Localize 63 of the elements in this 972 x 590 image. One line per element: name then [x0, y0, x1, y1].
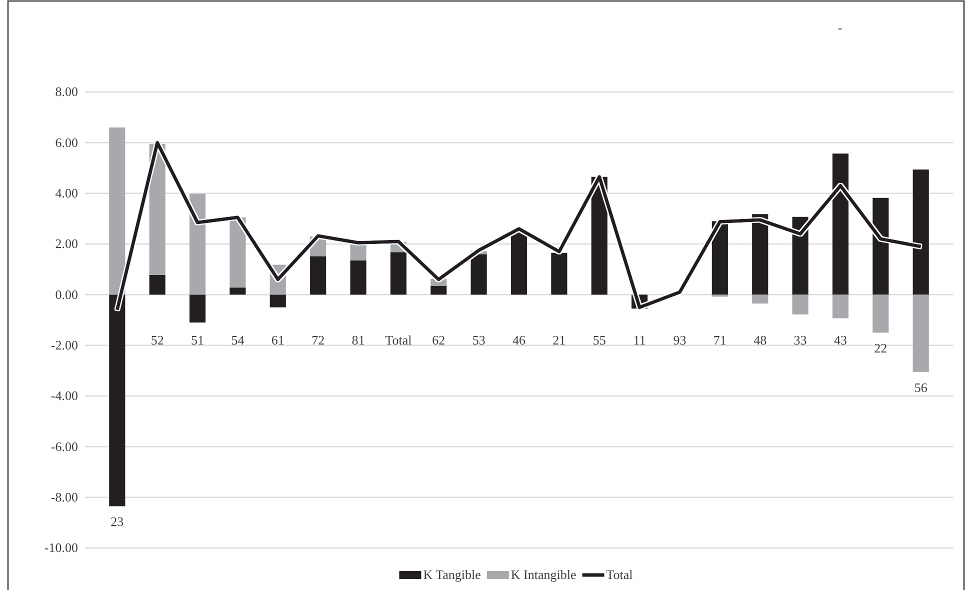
x-tick-label: 81 — [352, 332, 365, 348]
legend-label: Total — [606, 567, 634, 582]
x-tick-label: 61 — [271, 332, 284, 348]
bar — [230, 288, 246, 295]
x-tick-label: 52 — [150, 332, 164, 348]
bar — [149, 144, 166, 275]
bar — [189, 294, 206, 323]
bar — [109, 127, 126, 295]
bar — [912, 294, 929, 372]
x-tick-label: Total — [385, 332, 412, 348]
text: - — [838, 20, 842, 35]
x-tick-label: 21 — [552, 332, 566, 348]
bar — [712, 221, 728, 295]
bar — [149, 274, 166, 295]
y-tick-label: 2.00 — [55, 236, 78, 252]
x-tick-label: 48 — [754, 332, 767, 348]
bar — [189, 194, 206, 295]
x-tick-label: 72 — [312, 332, 325, 348]
y-tick-label: -2.00 — [50, 337, 78, 352]
x-tick-label: 93 — [673, 332, 686, 348]
bar — [832, 154, 849, 295]
x-tick-label: 33 — [794, 332, 807, 348]
y-tick-label: 0.00 — [55, 286, 78, 302]
bar — [270, 294, 286, 308]
legend-label: K Intangible — [510, 567, 576, 582]
bar — [872, 294, 889, 333]
x-tick-label: 22 — [874, 340, 888, 356]
bar — [430, 286, 447, 295]
x-tick-label: 55 — [592, 332, 606, 348]
x-tick-label: 43 — [834, 332, 847, 348]
x-tick-label: 62 — [432, 332, 446, 348]
x-tick-label: 23 — [110, 514, 124, 530]
bar — [752, 294, 768, 304]
bar — [551, 252, 568, 295]
y-tick-label: 4.00 — [55, 185, 78, 200]
y-tick-label: 6.00 — [55, 134, 78, 150]
x-tick-label: 71 — [713, 332, 726, 348]
bar — [792, 294, 808, 314]
bar — [430, 278, 447, 286]
bar — [591, 176, 608, 295]
x-tick-label: 11 — [633, 332, 646, 348]
bar — [510, 231, 528, 295]
x-tick-label: 56 — [914, 380, 928, 395]
y-tick-label: -6.00 — [50, 438, 78, 454]
bar — [752, 214, 768, 295]
legend-label: K Tangible — [423, 567, 482, 582]
bar — [470, 254, 487, 295]
y-tick-label: -4.00 — [50, 388, 78, 404]
x-tick-label: 53 — [472, 332, 486, 348]
y-tick-label: 8.00 — [55, 84, 78, 100]
bar — [832, 294, 849, 318]
y-tick-label: -10.00 — [44, 540, 78, 556]
bar — [872, 198, 889, 295]
bar — [230, 217, 246, 288]
x-tick-label: 51 — [191, 332, 204, 348]
bar — [350, 243, 366, 260]
x-tick-label: 46 — [512, 332, 526, 348]
bar — [310, 256, 326, 295]
x-tick-label: 54 — [231, 332, 245, 348]
y-tick-label: -8.00 — [50, 489, 78, 504]
bar — [792, 216, 808, 295]
bar — [350, 260, 366, 295]
bar — [390, 252, 406, 295]
